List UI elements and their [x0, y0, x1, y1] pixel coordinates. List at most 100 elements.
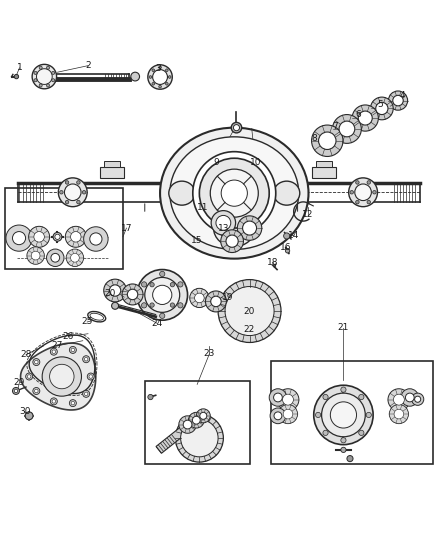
Circle shape [137, 270, 187, 320]
Text: 12: 12 [302, 211, 313, 220]
Circle shape [315, 413, 321, 417]
Text: 17: 17 [121, 223, 132, 232]
Text: 11: 11 [197, 203, 208, 212]
Circle shape [148, 394, 153, 400]
Circle shape [339, 121, 355, 137]
Circle shape [36, 69, 52, 84]
Bar [311, 167, 336, 179]
Circle shape [85, 358, 88, 361]
Circle shape [148, 65, 172, 89]
Circle shape [49, 364, 74, 389]
Circle shape [46, 249, 64, 266]
Text: 27: 27 [51, 342, 62, 351]
Circle shape [283, 409, 293, 419]
Circle shape [180, 419, 218, 457]
Text: 22: 22 [243, 325, 254, 334]
Circle shape [311, 125, 343, 157]
Circle shape [71, 253, 79, 262]
Circle shape [193, 152, 276, 235]
Circle shape [321, 393, 365, 437]
Text: 14: 14 [288, 231, 300, 240]
Circle shape [200, 413, 207, 419]
Circle shape [341, 447, 346, 453]
Circle shape [77, 200, 80, 204]
Circle shape [83, 356, 90, 362]
Circle shape [52, 71, 55, 75]
Circle shape [159, 313, 165, 318]
Circle shape [194, 293, 204, 303]
Circle shape [393, 394, 404, 405]
Circle shape [274, 393, 283, 402]
Text: 16: 16 [280, 243, 292, 252]
Ellipse shape [219, 215, 250, 241]
Circle shape [270, 408, 286, 424]
Text: 30: 30 [19, 407, 31, 416]
Circle shape [188, 413, 204, 428]
Circle shape [58, 178, 87, 207]
Text: 25: 25 [81, 318, 93, 326]
Circle shape [66, 249, 84, 266]
Circle shape [159, 66, 161, 69]
Text: 15: 15 [191, 236, 203, 245]
Circle shape [269, 389, 287, 406]
Circle shape [149, 76, 152, 78]
Circle shape [349, 178, 378, 207]
Circle shape [350, 190, 353, 194]
Circle shape [243, 221, 257, 235]
Circle shape [110, 285, 121, 296]
Circle shape [406, 393, 414, 402]
Circle shape [141, 303, 147, 308]
Bar [145, 381, 250, 464]
Circle shape [323, 430, 328, 435]
Circle shape [179, 416, 196, 433]
Circle shape [55, 234, 60, 239]
Circle shape [358, 111, 372, 125]
Ellipse shape [160, 128, 308, 259]
Circle shape [178, 282, 183, 287]
Circle shape [65, 181, 69, 184]
Circle shape [221, 180, 247, 206]
Circle shape [233, 125, 240, 131]
Text: 20: 20 [104, 289, 116, 298]
Circle shape [33, 359, 40, 366]
Circle shape [77, 181, 80, 184]
Polygon shape [21, 343, 96, 410]
Circle shape [53, 232, 62, 241]
Circle shape [190, 288, 209, 308]
Circle shape [65, 227, 86, 247]
Circle shape [51, 253, 60, 262]
Circle shape [218, 280, 281, 343]
Circle shape [330, 402, 357, 428]
Circle shape [46, 84, 49, 87]
Circle shape [178, 303, 183, 308]
Circle shape [225, 287, 274, 336]
Circle shape [388, 389, 410, 410]
Circle shape [127, 289, 138, 300]
Circle shape [356, 181, 359, 184]
Circle shape [89, 375, 92, 378]
Circle shape [277, 389, 299, 410]
Circle shape [284, 233, 290, 239]
Circle shape [205, 291, 226, 312]
Circle shape [389, 405, 409, 424]
Circle shape [28, 375, 31, 378]
Circle shape [145, 277, 180, 312]
Circle shape [347, 456, 353, 462]
Circle shape [323, 394, 328, 400]
Circle shape [279, 405, 297, 424]
Circle shape [90, 233, 102, 245]
Circle shape [166, 83, 168, 85]
Circle shape [231, 123, 242, 133]
Circle shape [32, 64, 57, 89]
Text: 23: 23 [204, 349, 215, 358]
Text: 24: 24 [152, 319, 162, 328]
Text: 2: 2 [85, 61, 91, 70]
Circle shape [14, 389, 18, 393]
Circle shape [210, 169, 258, 217]
Circle shape [332, 115, 361, 143]
Circle shape [211, 296, 221, 306]
Circle shape [50, 398, 57, 405]
Circle shape [152, 70, 167, 84]
Ellipse shape [274, 181, 300, 205]
Circle shape [152, 83, 155, 85]
